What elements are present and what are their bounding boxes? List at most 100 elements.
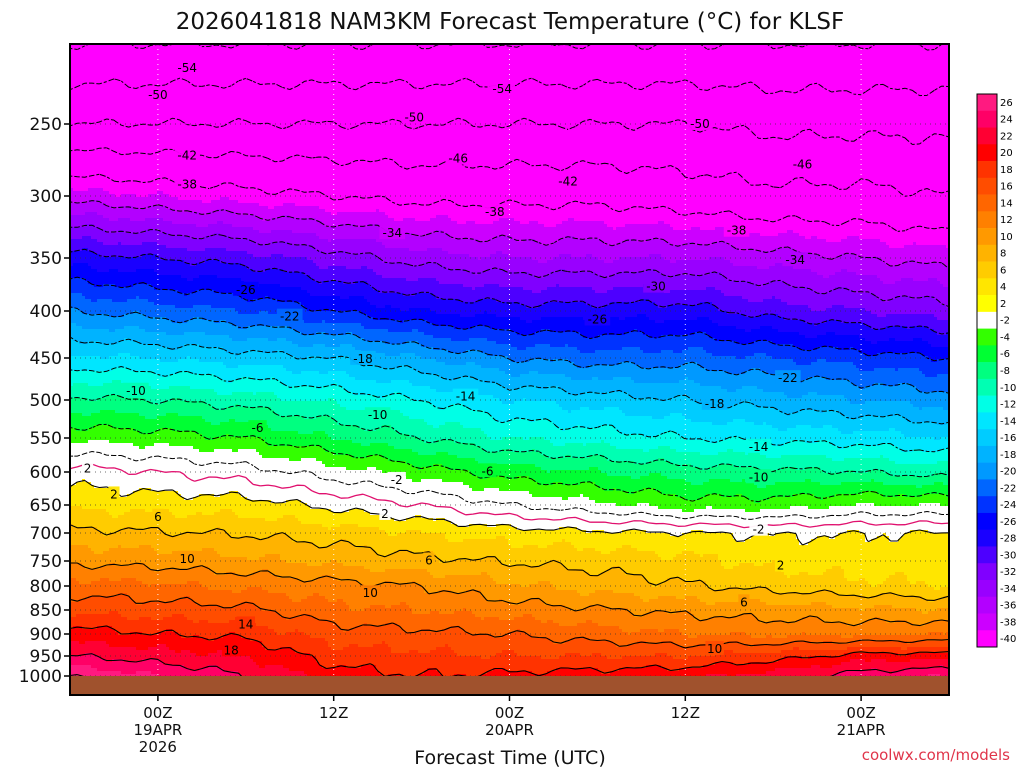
temperature-band-cell (139, 431, 155, 435)
temperature-band-cell (82, 293, 185, 297)
temperature-band-cell (211, 422, 221, 426)
temperature-band-cell (526, 320, 533, 324)
temperature-band-cell (145, 509, 155, 513)
temperature-band-cell (130, 338, 233, 342)
temperature-band-cell (676, 596, 686, 600)
temperature-band-cell (265, 422, 338, 426)
temperature-band-cell (601, 653, 656, 657)
temperature-band-cell (274, 377, 356, 381)
temperature-band-cell (676, 431, 842, 435)
temperature-band-cell (592, 377, 599, 381)
temperature-band-cell (667, 305, 716, 309)
temperature-band-cell (940, 587, 949, 591)
contour-label-bg (174, 176, 200, 191)
temperature-band-cell (772, 620, 785, 624)
temperature-band-cell (409, 365, 482, 369)
temperature-band-cell (634, 362, 686, 366)
temperature-band-cell (229, 434, 329, 438)
contour-label: 6 (152, 508, 164, 524)
temperature-band-cell (682, 578, 848, 582)
temperature-band-cell (100, 200, 203, 204)
temperature-band-cell (70, 179, 949, 183)
temperature-band-cell (727, 449, 734, 453)
temperature-band-cell (238, 293, 311, 297)
contour-label: -6 (248, 420, 267, 435)
temperature-band-cell (340, 626, 356, 630)
temperature-band-cell (127, 617, 140, 621)
temperature-band-cell (235, 605, 257, 609)
temperature-band-cell (418, 452, 437, 456)
contour-label-text: -14 (749, 440, 769, 454)
temperature-band-cell (70, 65, 949, 69)
temperature-band-cell (529, 359, 551, 363)
temperature-band-cell (934, 482, 944, 486)
temperature-band-cell (529, 221, 539, 225)
temperature-band-cell (481, 656, 491, 660)
temperature-band-cell (175, 515, 188, 519)
temperature-band-cell (439, 671, 488, 675)
temperature-band-cell (589, 605, 605, 609)
temperature-band-cell (532, 257, 554, 261)
temperature-band-cell (709, 617, 758, 621)
temperature-band-cell (580, 350, 596, 354)
temperature-band-cell (706, 332, 800, 336)
temperature-band-cell (766, 353, 866, 357)
contour-label-text: -50 (148, 88, 168, 102)
contour-label: 10 (178, 550, 197, 566)
temperature-band-cell (535, 344, 551, 348)
temperature-band-cell (427, 233, 449, 237)
temperature-band-cell (184, 332, 206, 336)
temperature-band-cell (901, 278, 914, 282)
temperature-band-cell (70, 362, 224, 366)
temperature-band-cell (937, 461, 949, 465)
temperature-band-cell (391, 581, 413, 585)
temperature-band-cell (361, 323, 434, 327)
temperature-band-cell (532, 671, 548, 675)
temperature-band-cell (499, 284, 557, 288)
temperature-band-cell (658, 221, 665, 225)
temperature-band-cell (346, 389, 437, 393)
temperature-band-cell (679, 644, 698, 648)
temperature-band-cell (403, 413, 491, 417)
temperature-band-cell (118, 611, 278, 615)
temperature-band-cell (247, 266, 320, 270)
temperature-band-cell (124, 230, 146, 234)
temperature-band-cell (745, 419, 908, 423)
temperature-band-cell (325, 344, 341, 348)
temperature-band-cell (913, 404, 949, 408)
temperature-band-cell (715, 287, 809, 291)
temperature-band-cell (556, 284, 560, 288)
temperature-band-cell (220, 509, 233, 513)
temperature-band-cell (259, 557, 281, 561)
temperature-band-cell (391, 650, 410, 654)
temperature-band-cell (556, 401, 698, 405)
temperature-band-cell (70, 242, 104, 246)
temperature-band-cell (319, 593, 482, 597)
temperature-band-cell (199, 620, 209, 624)
temperature-band-cell (370, 512, 949, 516)
temperature-band-cell (820, 467, 949, 471)
temperature-band-cell (616, 488, 644, 492)
temperature-band-cell (508, 254, 560, 258)
temperature-band-cell (295, 650, 392, 654)
temperature-band-cell (877, 275, 949, 279)
temperature-band-cell (133, 428, 161, 432)
temperature-band-cell (403, 320, 428, 324)
temperature-band-cell (376, 428, 395, 432)
temperature-band-cell (397, 473, 473, 477)
temperature-band-cell (283, 665, 323, 669)
temperature-band-cell (766, 485, 917, 489)
colorbar-label: 20 (1000, 148, 1013, 159)
temperature-band-cell (409, 263, 425, 267)
temperature-band-cell (376, 551, 395, 555)
temperature-band-cell (274, 206, 320, 210)
temperature-band-cell (70, 584, 149, 588)
contour-label-text: -34 (382, 226, 402, 240)
temperature-band-cell (736, 389, 764, 393)
temperature-band-cell (556, 425, 578, 429)
temperature-band-cell (211, 404, 236, 408)
temperature-band-cell (517, 653, 566, 657)
temperature-band-cell (544, 275, 602, 279)
temperature-band-cell (202, 584, 365, 588)
temperature-band-cell (208, 620, 230, 624)
